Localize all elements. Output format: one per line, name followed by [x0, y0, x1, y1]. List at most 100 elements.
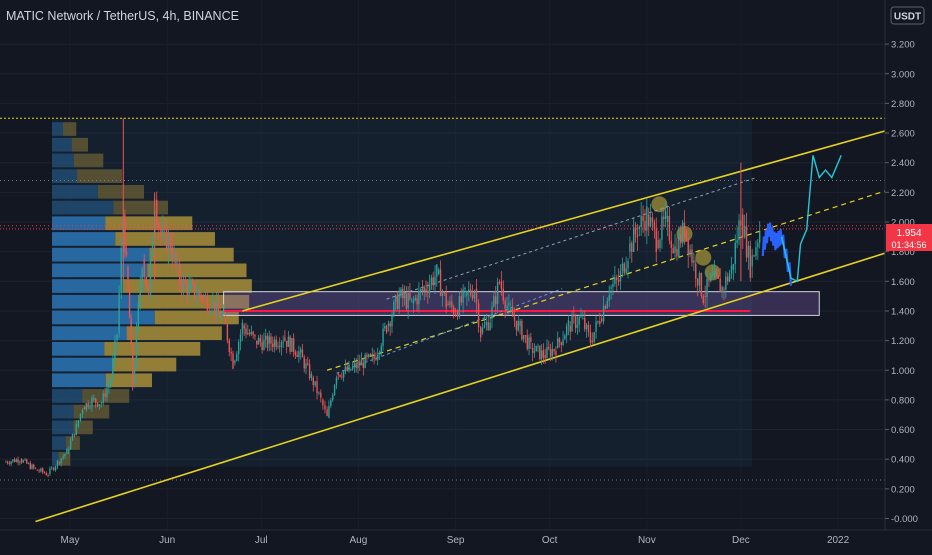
candle-body [419, 289, 422, 291]
candle-body [139, 286, 141, 304]
candle-body [738, 220, 740, 241]
candle-body [614, 277, 616, 284]
candle-body [689, 249, 691, 255]
time-tick-label: Jun [159, 535, 175, 546]
candle-body [346, 366, 348, 371]
candle-body [539, 345, 541, 360]
candle-body [38, 470, 40, 472]
candle-body [649, 217, 652, 227]
candle-body [45, 473, 47, 476]
candle-body [303, 357, 305, 369]
candle-body [468, 289, 470, 292]
candle-body [292, 338, 295, 352]
candle-body [753, 255, 755, 257]
candle-body [180, 281, 183, 291]
guide-line[interactable] [336, 288, 563, 374]
projection-blue-path[interactable] [761, 222, 793, 286]
candle-body [15, 459, 18, 462]
candle-body [248, 332, 251, 335]
candle-body [341, 376, 343, 378]
price-axis[interactable]: -0.000 0.200 0.400 0.600 0.800 1.000 1.200 1.40… [885, 40, 918, 525]
candle-body [259, 337, 262, 342]
candle-body [451, 301, 453, 308]
candle-body [310, 373, 313, 379]
candle-body [504, 300, 506, 309]
candle-body [237, 342, 240, 354]
guide-line[interactable] [386, 177, 757, 300]
volume-profile-bar-down [71, 137, 89, 152]
candle-body [106, 387, 108, 398]
candle-body [236, 353, 238, 361]
candle-body [369, 354, 372, 356]
candle-body [344, 366, 347, 372]
candle-body [573, 315, 575, 317]
candle-body [441, 292, 444, 296]
candle-body [64, 454, 66, 457]
currency-badge[interactable]: USDT [890, 6, 925, 25]
candle-body [606, 300, 609, 309]
candle-body [268, 336, 270, 344]
candle-body [693, 260, 695, 263]
candle-body [330, 400, 332, 406]
candle-body [282, 341, 284, 343]
candle-body [685, 229, 688, 240]
candle-body [366, 354, 368, 357]
candle-body [230, 351, 232, 354]
candle-body [445, 292, 447, 308]
candle-body [619, 270, 622, 282]
volume-profile-bar-up [52, 232, 116, 246]
candle-body [414, 297, 416, 300]
time-axis[interactable]: May Jun Jul Aug Sep Oct Nov Dec 2022 [61, 535, 850, 546]
candle-body [464, 287, 466, 290]
candle-body [621, 263, 624, 271]
candle-body [261, 341, 263, 350]
candle-body [320, 392, 322, 398]
candle-body [533, 351, 536, 353]
channel-lower-line[interactable] [35, 246, 905, 523]
candle-body [355, 363, 357, 369]
channel-upper-line[interactable] [242, 124, 905, 312]
touch-marker[interactable] [651, 196, 668, 213]
candle-body [116, 334, 118, 341]
candle-body [307, 363, 309, 365]
candle-body [526, 335, 528, 349]
candle-body [195, 296, 197, 298]
price-tick-label: 0.200 [891, 484, 915, 495]
candle-body [43, 472, 46, 474]
candle-body [608, 295, 610, 301]
candle-body [287, 336, 290, 347]
candle-body [151, 239, 154, 255]
profile-range-box [52, 118, 752, 467]
candle-body [483, 324, 486, 328]
candle-body [629, 243, 631, 252]
candle-body [535, 345, 537, 352]
candle-body [133, 363, 136, 386]
candle-body [163, 228, 166, 230]
price-axis-panel[interactable] [885, 0, 932, 550]
candle-body [610, 286, 612, 289]
candle-body [427, 290, 429, 293]
candle-body [190, 282, 192, 289]
candle-body [385, 325, 388, 333]
volume-profile-bar-up [52, 200, 114, 215]
candle-body [263, 339, 265, 350]
candle-body [485, 322, 488, 325]
candle-body [324, 405, 326, 410]
candle-body [380, 345, 382, 353]
candle-body [564, 335, 566, 340]
candle-body [186, 283, 188, 295]
support-zone[interactable] [223, 291, 820, 316]
volume-profile-bar-up [52, 326, 127, 341]
candle-body [391, 315, 393, 327]
candle-body [47, 475, 49, 476]
candle-body [655, 228, 657, 252]
touch-marker[interactable] [695, 249, 712, 266]
candle-body [41, 468, 44, 473]
candle-body [40, 468, 42, 472]
projection-teal-path[interactable] [780, 155, 842, 283]
candle-body [83, 407, 86, 410]
candle-body [342, 371, 345, 378]
candle-body [130, 318, 132, 345]
candle-body [20, 459, 23, 463]
